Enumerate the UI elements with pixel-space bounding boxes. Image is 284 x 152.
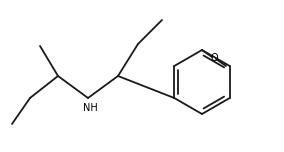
- Text: NH: NH: [83, 103, 97, 113]
- Text: O: O: [210, 53, 218, 63]
